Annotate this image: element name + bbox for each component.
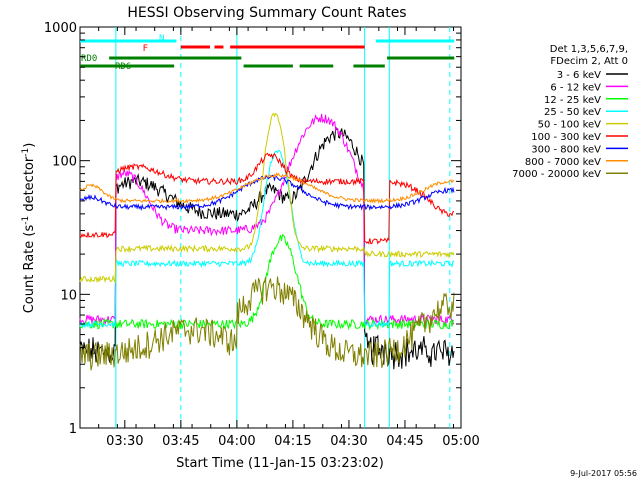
y-axis-ticks: 1 10 100 1000 [44, 21, 461, 437]
legend-label: 12 - 25 keV [544, 95, 601, 106]
legend-label: 6 - 12 keV [550, 82, 601, 93]
series-line-1 [79, 113, 455, 326]
y-tick-label: 1 [69, 422, 77, 437]
legend-label: 800 - 7000 keV [525, 157, 601, 168]
plot-frame [79, 26, 462, 429]
series-line-0 [79, 126, 455, 370]
series-line-3 [79, 149, 455, 329]
y-tick-label: 100 [52, 155, 77, 170]
flag-label-RD0: RD0 [81, 54, 97, 64]
series-line-5 [79, 152, 454, 245]
x-tick-label: 04:30 [330, 434, 367, 449]
instrument-vlines [115, 27, 451, 428]
x-tick-label: 04:45 [386, 434, 423, 449]
legend-label: 25 - 50 keV [544, 107, 601, 118]
legend-label: 300 - 800 keV [531, 144, 601, 155]
series-line-4 [79, 112, 455, 284]
x-axis-label: Start Time (11-Jan-15 03:23:02) [176, 456, 384, 471]
series-group [79, 112, 455, 371]
x-tick-label: 04:15 [274, 434, 311, 449]
footer-date: 9-Jul-2017 05:56 [570, 469, 637, 478]
legend-header-line: FDecim 2, Att 0 [550, 56, 628, 67]
y-tick-label: 1000 [44, 21, 77, 36]
x-tick-label: 05:00 [442, 434, 479, 449]
legend: Det 1,3,5,6,7,9,FDecim 2, Att 0 3 - 6 keV… [512, 44, 628, 180]
x-tick-label: 03:45 [162, 434, 199, 449]
legend-label: 50 - 100 keV [538, 120, 602, 131]
legend-header-line: Det 1,3,5,6,7,9, [550, 44, 628, 55]
series-line-7 [79, 172, 455, 204]
y-tick-label: 10 [60, 288, 77, 303]
legend-label: 3 - 6 keV [557, 70, 601, 81]
x-axis-ticks: 03:30 03:45 04:00 04:15 04:30 04:45 05:00 [79, 27, 480, 449]
chart-title: HESSI Observing Summary Count Rates [127, 5, 406, 21]
legend-label: 100 - 300 keV [531, 132, 601, 143]
x-tick-label: 04:00 [218, 434, 255, 449]
flag-label-RD6: RD6 [115, 62, 131, 72]
legend-label: 7000 - 20000 keV [512, 169, 601, 180]
flag-label-F: F [143, 44, 148, 54]
flag-bars: N F RD0 RD6 [80, 34, 455, 72]
series-line-2 [80, 233, 455, 331]
y-axis-label: Count Rate (s-1 detector-1) [21, 143, 37, 314]
x-tick-label: 03:30 [106, 434, 143, 449]
series-line-8 [79, 276, 455, 371]
flag-label-N: N [159, 34, 164, 44]
